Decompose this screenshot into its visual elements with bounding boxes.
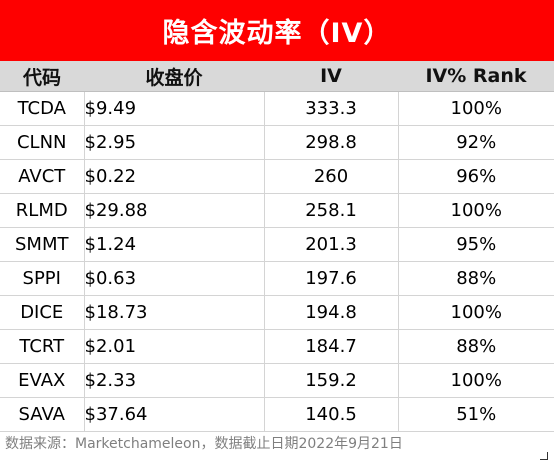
ticker-cell: RLMD — [0, 193, 85, 228]
table-row: RLMD $29.88 258.1 100% — [0, 193, 554, 228]
iv-cell: 258.1 — [264, 193, 399, 228]
header-ticker: 代码 — [0, 61, 84, 92]
ticker-cell: EVAX — [0, 363, 85, 398]
resize-corner-icon — [540, 452, 548, 460]
iv-cell: 159.2 — [264, 363, 399, 398]
ticker-cell: AVCT — [0, 159, 85, 194]
iv-rank-cell: 88% — [398, 261, 554, 296]
iv-rank-cell: 88% — [398, 329, 554, 364]
header-iv-rank: IV% Rank — [398, 61, 554, 92]
price-cell: $9.49 — [84, 91, 265, 126]
header-iv: IV — [264, 61, 398, 92]
iv-cell: 184.7 — [264, 329, 399, 364]
page-title: 隐含波动率（IV） — [0, 0, 554, 61]
table-row: TCDA $9.49 333.3 100% — [0, 91, 554, 126]
iv-rank-cell: 95% — [398, 227, 554, 262]
price-cell: $0.22 — [84, 159, 265, 194]
iv-cell: 201.3 — [264, 227, 399, 262]
table-row: TCRT $2.01 184.7 88% — [0, 329, 554, 364]
source-note: 数据来源：Marketchameleon，数据截止日期2022年9月21日 — [5, 436, 403, 452]
price-cell: $18.73 — [84, 295, 265, 330]
ticker-cell: SAVA — [0, 397, 85, 432]
iv-cell: 194.8 — [264, 295, 399, 330]
price-cell: $2.33 — [84, 363, 265, 398]
iv-table: 代码 收盘价 IV IV% Rank TCDA $9.49 333.3 100%… — [0, 61, 554, 432]
iv-rank-cell: 100% — [398, 295, 554, 330]
iv-rank-cell: 96% — [398, 159, 554, 194]
price-cell: $2.01 — [84, 329, 265, 364]
ticker-cell: CLNN — [0, 125, 85, 160]
price-cell: $29.88 — [84, 193, 265, 228]
iv-rank-cell: 100% — [398, 91, 554, 126]
table-row: EVAX $2.33 159.2 100% — [0, 363, 554, 398]
iv-cell: 140.5 — [264, 397, 399, 432]
price-cell: $2.95 — [84, 125, 265, 160]
iv-cell: 333.3 — [264, 91, 399, 126]
iv-cell: 260 — [264, 159, 399, 194]
iv-rank-cell: 100% — [398, 363, 554, 398]
iv-rank-cell: 51% — [398, 397, 554, 432]
iv-cell: 298.8 — [264, 125, 399, 160]
table-header-row: 代码 收盘价 IV IV% Rank — [0, 61, 554, 92]
price-cell: $1.24 — [84, 227, 265, 262]
header-close-price: 收盘价 — [84, 61, 264, 92]
ticker-cell: TCRT — [0, 329, 85, 364]
table-row: SAVA $37.64 140.5 51% — [0, 397, 554, 432]
ticker-cell: SPPI — [0, 261, 85, 296]
table-row: AVCT $0.22 260 96% — [0, 159, 554, 194]
iv-cell: 197.6 — [264, 261, 399, 296]
ticker-cell: TCDA — [0, 91, 85, 126]
iv-rank-cell: 92% — [398, 125, 554, 160]
ticker-cell: DICE — [0, 295, 85, 330]
table-row: SMMT $1.24 201.3 95% — [0, 227, 554, 262]
price-cell: $37.64 — [84, 397, 265, 432]
table-row: SPPI $0.63 197.6 88% — [0, 261, 554, 296]
table-row: CLNN $2.95 298.8 92% — [0, 125, 554, 160]
ticker-cell: SMMT — [0, 227, 85, 262]
iv-rank-cell: 100% — [398, 193, 554, 228]
price-cell: $0.63 — [84, 261, 265, 296]
table-row: DICE $18.73 194.8 100% — [0, 295, 554, 330]
